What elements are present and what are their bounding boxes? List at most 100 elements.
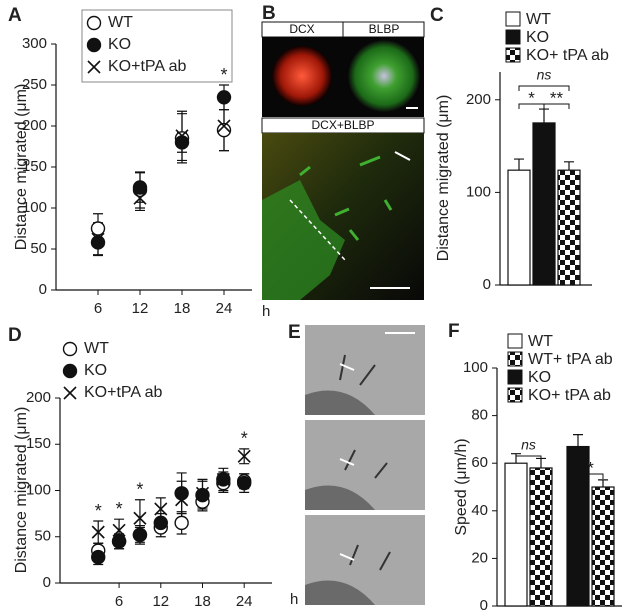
legend-swatch: [507, 369, 523, 385]
y-tick-label: 100: [26, 481, 51, 498]
marker: [217, 119, 231, 133]
legend-marker: [87, 60, 101, 74]
legend-label: WT: [108, 14, 133, 31]
legend-label: WT: [84, 340, 109, 357]
bar: [529, 467, 553, 607]
legend-label: KO+ tPA ab: [528, 387, 611, 404]
legend-box: [81, 9, 233, 83]
legend-label: KO+tPA ab: [84, 384, 163, 401]
y-tick-label: 40: [471, 502, 488, 519]
legend-swatch: [507, 387, 523, 403]
y-tick-label: 250: [22, 76, 47, 93]
y-tick-label: 60: [471, 454, 488, 471]
marker: [174, 515, 189, 531]
y-tick-label: 50: [34, 528, 51, 545]
panel-label: D: [8, 325, 22, 346]
marker: [154, 502, 168, 516]
y-tick-label: 100: [466, 183, 491, 200]
marker: [174, 486, 189, 501]
time-lapse: [305, 325, 425, 605]
y-axis-label: Distance migrated (μm): [435, 95, 452, 262]
marker: [133, 511, 147, 525]
panel-label: B: [262, 3, 276, 24]
x-tick-label: 24: [216, 300, 233, 317]
y-tick-label: 300: [22, 35, 47, 52]
marker: [112, 523, 126, 537]
y-tick-label: 0: [480, 597, 488, 614]
bar: [557, 169, 581, 286]
y-tick-label: 150: [26, 435, 51, 452]
legend-swatch: [507, 351, 523, 367]
legend-label: WT: [528, 333, 553, 350]
legend-label: WT+ tPA ab: [528, 351, 613, 368]
error-bar: [598, 479, 608, 487]
y-tick-label: 100: [22, 199, 47, 216]
marker: [175, 129, 189, 143]
x-tick-label: 6: [115, 593, 123, 610]
error-bar: [573, 434, 583, 447]
legend-marker: [62, 341, 78, 357]
legend-label: KO: [108, 36, 131, 53]
legend-marker: [86, 15, 102, 31]
x-axis-label: h: [262, 303, 270, 320]
marker: [91, 549, 106, 565]
micrograph-cells: [262, 180, 345, 300]
bar: [504, 462, 528, 607]
arrow: [339, 363, 355, 561]
y-tick-label: 20: [471, 549, 488, 566]
x-axis-label: h: [290, 591, 298, 608]
x-tick-label: 24: [236, 593, 253, 610]
significance: *: [116, 499, 123, 519]
x-tick-label: 12: [132, 300, 149, 317]
significance: *: [136, 480, 143, 500]
marker: [175, 493, 189, 507]
y-tick-label: 0: [43, 574, 51, 591]
image-label: DCX+BLBP: [311, 118, 374, 132]
y-tick-label: 100: [463, 359, 488, 376]
legend-swatch: [505, 29, 521, 45]
bar: [591, 486, 615, 607]
legend-marker: [63, 386, 77, 400]
y-tick-label: 0: [483, 276, 491, 293]
significance: *: [241, 429, 248, 449]
image-label: DCX: [289, 22, 314, 36]
marker: [237, 449, 251, 463]
bracket: [518, 85, 570, 91]
error-bar: [539, 108, 549, 123]
marker: [132, 527, 148, 543]
significance: **: [550, 88, 564, 107]
micrograph-cell: [348, 40, 420, 112]
significance: ns: [537, 67, 552, 83]
panel-label: F: [448, 321, 460, 342]
legend-swatch: [505, 11, 521, 27]
x-tick-label: 18: [194, 593, 211, 610]
marker: [153, 515, 168, 531]
error-bar: [514, 158, 524, 171]
arrow: [394, 151, 411, 161]
bar: [566, 445, 590, 607]
y-tick-label: 50: [30, 240, 47, 257]
legend-label: KO+ tPA ab: [526, 47, 609, 64]
legend-label: KO: [528, 369, 551, 386]
marker: [216, 90, 232, 105]
y-tick-label: 0: [39, 281, 47, 298]
marker: [133, 191, 147, 205]
significance: *: [95, 501, 102, 521]
y-tick-label: 200: [22, 117, 47, 134]
marker: [132, 180, 148, 195]
legend-swatch: [505, 47, 521, 63]
legend-swatch: [507, 333, 523, 349]
legend-label: WT: [526, 11, 551, 28]
bar: [532, 122, 556, 286]
significance: *: [587, 458, 594, 477]
error-bar: [564, 161, 574, 171]
significance: *: [220, 65, 227, 85]
micrograph-cells: [299, 155, 393, 241]
legend-marker: [62, 363, 78, 379]
image-label: BLBP: [369, 22, 400, 36]
micrograph-cell: [272, 46, 332, 106]
marker: [90, 221, 106, 236]
bar: [507, 169, 531, 286]
bracket: [543, 103, 570, 109]
